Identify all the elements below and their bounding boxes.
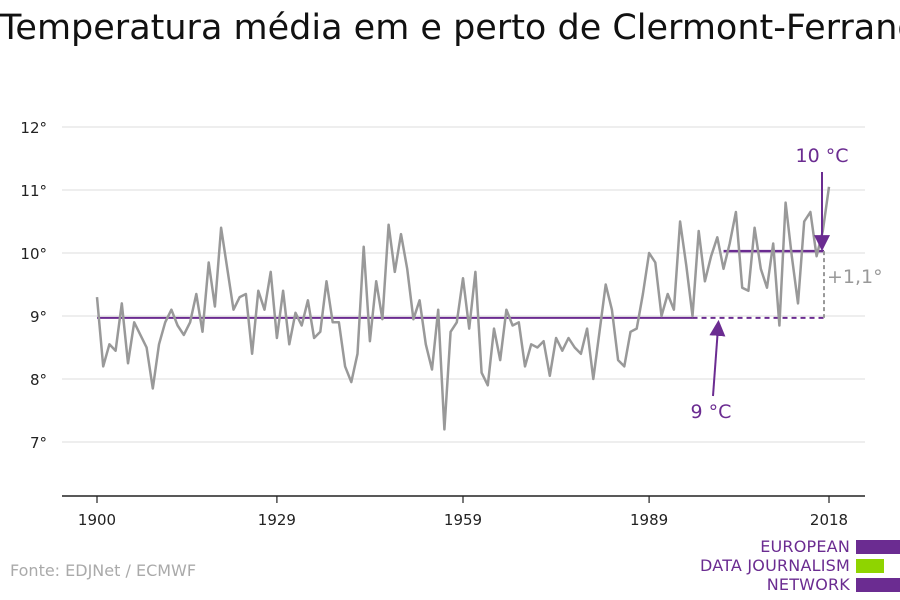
logo-bar-bottom bbox=[856, 578, 900, 592]
x-tick-label-1959: 1959 bbox=[444, 511, 482, 529]
x-tick-label-2018: 2018 bbox=[810, 511, 848, 529]
x-tick-label-1929: 1929 bbox=[258, 511, 296, 529]
logo-text-line1: EUROPEAN bbox=[760, 537, 850, 556]
difference-label: +1,1° bbox=[827, 266, 883, 288]
logo-text-line3: NETWORK bbox=[766, 575, 850, 594]
edjnet-logo[interactable]: EUROPEAN DATA JOURNALISM NETWORK bbox=[700, 538, 900, 600]
series-line-0 bbox=[95, 186, 831, 431]
logo-bar-middle bbox=[856, 559, 884, 573]
y-tick-label-10: 10° bbox=[20, 245, 47, 263]
recent-average-label: 10 °C bbox=[796, 145, 849, 167]
chart-title: Temperatura média em e perto de Clermont… bbox=[0, 8, 900, 48]
baseline-label: 9 °C bbox=[691, 401, 732, 423]
baseline-arrow bbox=[709, 319, 726, 397]
grid-lines bbox=[62, 126, 865, 443]
y-tick-label-7: 7° bbox=[30, 434, 47, 452]
x-tick-label-1989: 1989 bbox=[630, 511, 668, 529]
y-axis-ticks: 7° 8° 9° 10° 11° 12° bbox=[20, 119, 47, 452]
y-tick-label-12: 12° bbox=[20, 119, 47, 137]
y-tick-label-11: 11° bbox=[20, 182, 47, 200]
logo-text-line2: DATA JOURNALISM bbox=[700, 556, 850, 575]
source-note: Fonte: EDJNet / ECMWF bbox=[10, 561, 197, 580]
y-tick-label-8: 8° bbox=[30, 371, 47, 389]
logo-bar-top bbox=[856, 540, 900, 554]
annotation-labels: 10 °C 9 °C +1,1° bbox=[691, 145, 883, 423]
x-tick-label-1900: 1900 bbox=[78, 511, 116, 529]
y-tick-label-9: 9° bbox=[30, 308, 47, 326]
series bbox=[95, 186, 831, 431]
x-axis-ticks: 1900 1929 1959 1989 2018 bbox=[78, 496, 848, 529]
